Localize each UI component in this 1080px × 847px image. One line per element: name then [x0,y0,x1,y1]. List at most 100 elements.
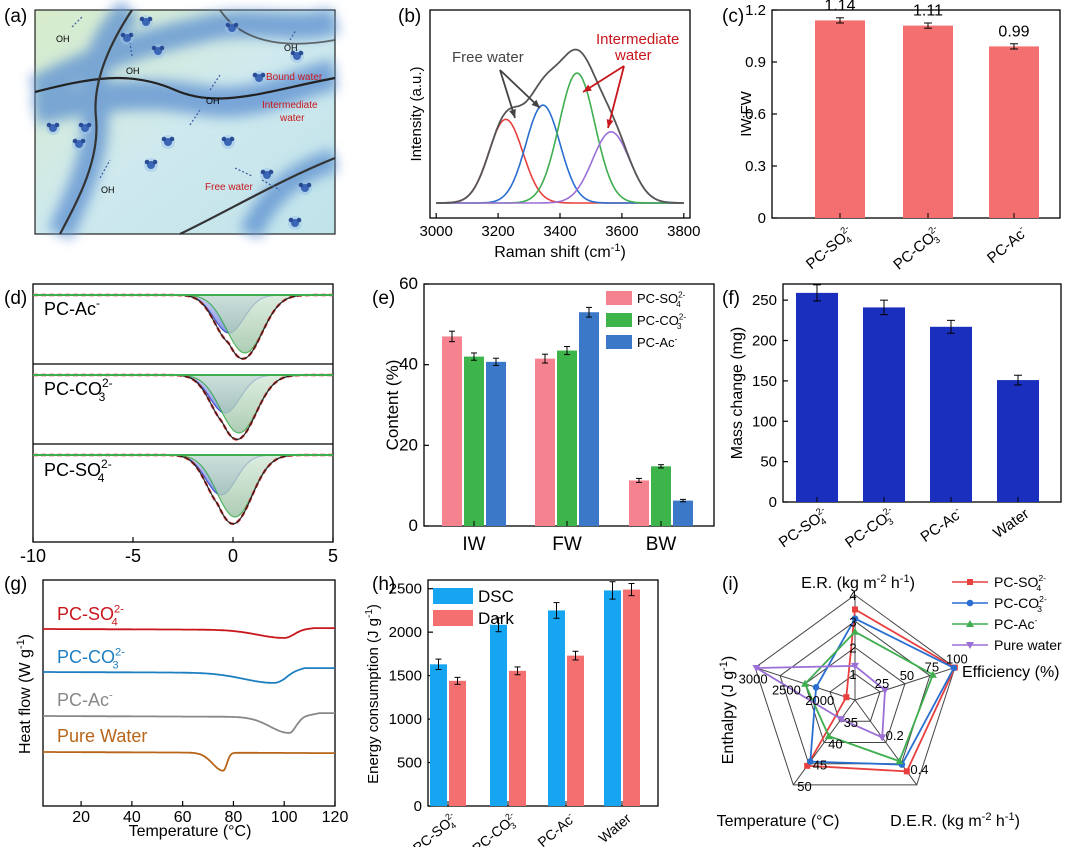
energy-bar [548,610,565,806]
content-ytick-label: 0 [409,516,418,535]
iwfw-value-label: 1.11 [913,3,943,20]
heatflow-xtick-label: 120 [322,809,349,826]
mass-ytick-label: 50 [760,454,777,471]
heatflow-curve [43,627,336,639]
radar-grid-ring [754,594,956,786]
content-ytick-label: 60 [399,274,418,293]
radar-tick-label: 50 [797,779,811,794]
radar-marker [837,716,846,724]
water-molecule [288,216,302,230]
oh-label: OH [126,66,140,76]
radar-axis-label: Temperature (°C) [717,813,840,830]
energy-ytick-label: 0 [414,798,422,815]
heatflow-curve [43,712,336,734]
mass-xtick-label: Water [990,505,1032,542]
raman-free-water-annot: Free water [452,49,524,66]
intermediate-water-label: Intermediate [262,100,318,111]
radar-axis-label: Enthalpy (J g-1) [718,656,737,765]
content-chart: 0 20 40 60 IW FW BW PC-SO2-4 PC-CO2-3 PC-Ac- Cont… [383,274,715,555]
raman-xtick-label: 3600 [605,223,638,240]
content-ytick-label: 40 [399,355,418,374]
content-bar [464,356,484,526]
content-legend-swatch [606,291,632,305]
heatflow-trace-label: PC-Ac- [57,689,113,710]
radar-marker [824,732,833,740]
hydrogen-bond [189,109,201,126]
raman-ylabel: Intensity (a.u.) [408,66,425,161]
radar-marker [804,762,811,769]
radar-marker [801,679,810,687]
radar-tick-label: 25 [875,676,889,691]
heatflow-trace-label: PC-SO2-4 [57,603,124,628]
radar-tick-label: 45 [813,758,827,773]
dsc-trace-label: PC-Ac- [44,296,100,319]
mass-bar [796,292,838,502]
radar-axis-label: E.R. (kg m-2 h-1) [801,573,915,592]
content-bar [579,312,599,526]
radar-marker [852,606,858,613]
water-molecule [72,137,86,151]
heat-flow-chart: PC-SO2-4 PC-CO2-3 PC-Ac- Pure Water 20 40 60 8… [15,579,349,840]
energy-ytick-label: 1000 [389,711,422,728]
iwfw-ytick-label: 0 [758,210,766,227]
radar-legend-marker [966,599,974,607]
content-legend-label: PC-SO2-4 [637,291,686,309]
mass-bar [863,307,905,502]
raman-xtick-label: 3200 [481,223,514,240]
iwfw-xtick-label: PC-Ac- [983,223,1030,267]
energy-ytick-label: 2000 [389,624,422,641]
iwfw-bar [989,46,1039,219]
mass-ytick-label: 100 [752,413,777,430]
annotation-arrow [499,69,541,109]
energy-bar [509,670,526,806]
water-molecule [120,31,134,45]
energy-bar [604,590,621,806]
energy-ytick-label: 2500 [389,581,422,598]
mass-change-chart: 0 50 100 150 200 250 PC-SO2-4 PC-CO2-3 PC-Ac- Wat… [729,283,1062,553]
radar-legend-marker [967,579,973,585]
content-legend-swatch [606,335,632,349]
radar-legend-marker [966,620,974,627]
radar-legend-label: PC-CO2-3 [994,594,1047,614]
iwfw-chart: 0 0.3 0.6 0.9 1.2 1.14 PC-SO2-4 1.11 PC-CO2-3 0.9… [738,0,1061,273]
hydrogen-bond [209,74,221,91]
water-molecule [139,15,153,29]
energy-xtick-label: PC-CO2-3 [469,809,522,847]
energy-legend-label: Dark [478,609,514,628]
iwfw-bar [903,25,953,218]
energy-bar [449,680,466,806]
radar-marker [903,768,910,775]
panel-label-e: (e) [372,288,395,309]
radar-axis-label: Efficiency (%) [962,664,1060,681]
water-molecule [290,49,304,63]
radar-marker [752,664,761,672]
water-molecule [260,168,274,182]
radar-series-polygon [804,630,935,763]
mass-bar [997,380,1039,502]
mass-ytick-label: 0 [769,494,777,511]
dsc-xtick-label: 0 [228,546,238,566]
mass-xtick-label: PC-SO2-4 [775,504,833,553]
heatflow-ylabel: Heat flow (W g-1) [15,634,34,754]
panel-label-b: (b) [398,6,421,27]
oh-label: OH [284,43,298,53]
radar-series-polygon [805,607,957,773]
mass-ytick-label: 150 [752,373,777,390]
mass-xtick-label: PC-Ac- [917,504,966,546]
raman-peak-curve [436,72,684,204]
iwfw-ytick-label: 0.9 [745,54,766,71]
radar-tick-label: 2000 [805,693,834,708]
radar-tick-label: 75 [925,660,939,675]
mass-bar [930,326,972,502]
oh-label: OH [206,96,220,106]
iwfw-ytick-label: 0.6 [745,106,766,123]
raman-chart: 3000 3200 3400 3600 3800 Intensity (a.u.) Ra… [408,9,700,261]
raman-xtick-label: 3400 [543,223,576,240]
radar-marker [851,662,859,670]
content-ylabel: Content (%) [383,360,402,451]
panel-label-f: (f) [722,288,740,309]
energy-bar [623,589,640,806]
content-xtick-label: BW [646,534,677,555]
oh-label: OH [56,34,70,44]
radar-series-polygon [809,617,956,766]
